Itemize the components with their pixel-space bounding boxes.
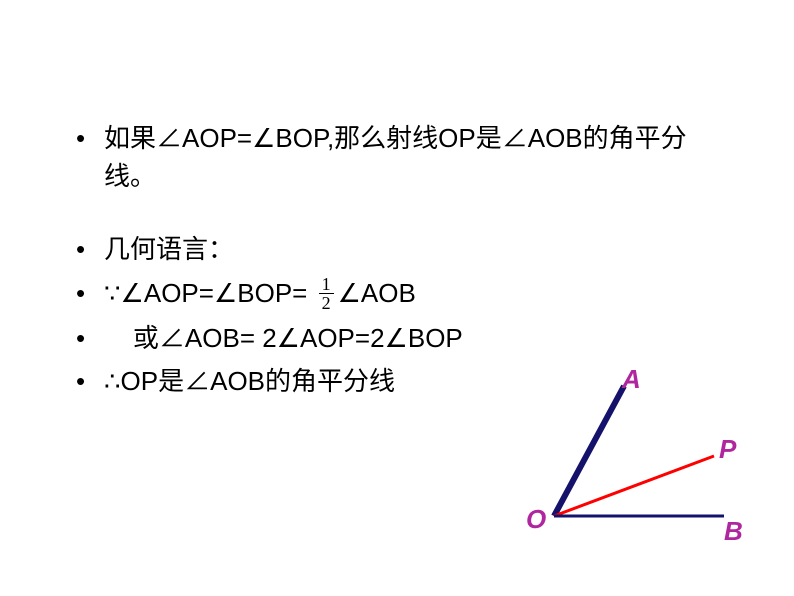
line1-text: 如果∠AOP=∠BOP,那么射线OP是∠AOB的角平分线。 (104, 120, 718, 195)
bullet-item-2: • 几何语言： (76, 231, 718, 269)
bullet-marker: • (76, 275, 104, 313)
fraction-half: 1 2 (319, 275, 334, 312)
line3-prefix: ∵∠AOP=∠BOP= (104, 278, 307, 308)
bullet-item-1: • 如果∠AOP=∠BOP,那么射线OP是∠AOB的角平分线。 (76, 120, 718, 195)
bullet-marker: • (76, 231, 104, 269)
line4-text: 或∠AOB= 2∠AOP=2∠BOP (104, 320, 718, 358)
bullet-marker: • (76, 120, 104, 158)
angle-diagram: A P O B (524, 366, 744, 546)
line3-text: ∵∠AOP=∠BOP= 1 2 ∠AOB (104, 275, 718, 314)
ray-OA (554, 386, 624, 516)
label-B: B (724, 516, 743, 547)
label-P: P (719, 434, 736, 465)
fraction-numerator: 1 (319, 275, 334, 294)
line2-text: 几何语言： (104, 231, 718, 269)
content-area: • 如果∠AOP=∠BOP,那么射线OP是∠AOB的角平分线。 • 几何语言： … (0, 0, 794, 401)
label-O: O (526, 504, 546, 535)
line3-suffix: ∠AOB (338, 278, 416, 308)
fraction-denominator: 2 (319, 294, 334, 312)
label-A: A (622, 364, 641, 395)
bullet-marker: • (76, 363, 104, 401)
bullet-item-3: • ∵∠AOP=∠BOP= 1 2 ∠AOB (76, 275, 718, 314)
bullet-item-4: • 或∠AOB= 2∠AOP=2∠BOP (76, 320, 718, 358)
ray-OP (554, 456, 714, 516)
bullet-marker: • (76, 320, 104, 358)
